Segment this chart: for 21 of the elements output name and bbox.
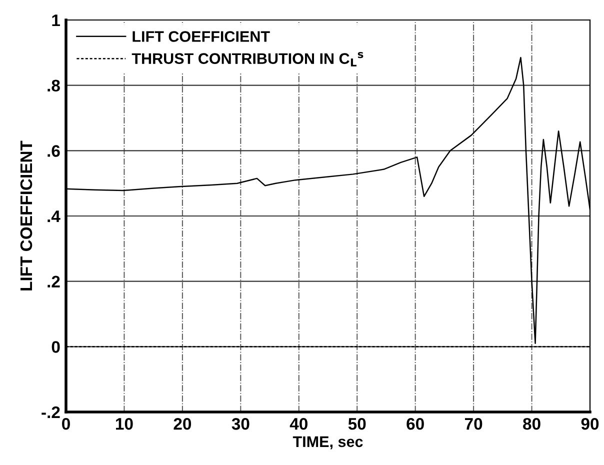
x-tick-label: 80 bbox=[523, 418, 540, 430]
x-tick-label: 0 bbox=[62, 418, 70, 430]
x-tick-label: 70 bbox=[465, 418, 482, 430]
y-tick-label: .4 bbox=[48, 210, 60, 222]
x-tick-label: 30 bbox=[232, 418, 250, 430]
x-tick-label: 60 bbox=[406, 418, 424, 430]
x-tick-label: 50 bbox=[348, 418, 366, 430]
x-tick-label: 10 bbox=[116, 418, 133, 430]
y-tick-label: -.2 bbox=[42, 406, 60, 418]
x-tick-label: 20 bbox=[174, 418, 192, 430]
y-tick-label: .8 bbox=[48, 80, 60, 92]
x-tick-label: 40 bbox=[290, 418, 308, 430]
x-axis-title: TIME, sec bbox=[292, 436, 363, 450]
legend-label: THRUST CONTRIBUTION IN C$_{L}$$^{s}$ bbox=[132, 52, 364, 66]
y-tick-label: 0 bbox=[52, 341, 60, 353]
y-axis-title: LIFT COEFFICIENT bbox=[20, 140, 32, 290]
y-tick-label: .6 bbox=[48, 145, 60, 157]
x-tick-label: 90 bbox=[581, 418, 599, 430]
y-tick-label: 1 bbox=[52, 14, 60, 26]
legend-label: LIFT COEFFICIENT bbox=[132, 31, 270, 42]
y-tick-label: .2 bbox=[48, 276, 60, 288]
